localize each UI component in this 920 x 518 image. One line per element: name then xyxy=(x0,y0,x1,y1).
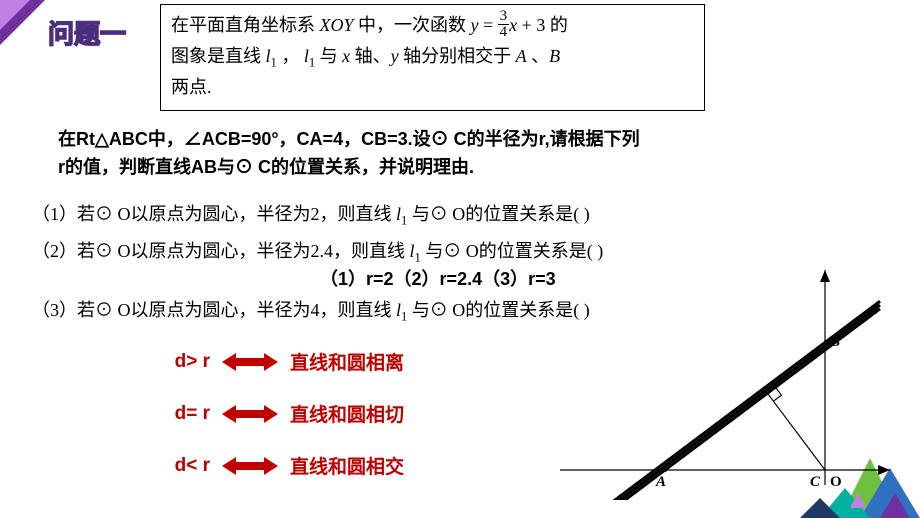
prob-line1-c: 的 xyxy=(545,15,568,35)
eq-plus3: + 3 xyxy=(517,15,545,35)
double-arrow-icon xyxy=(222,403,278,425)
rel2-left: d= r xyxy=(140,403,210,425)
coordinate-graph: A B C O xyxy=(560,270,890,500)
prob-line2-c: 与 xyxy=(315,46,342,66)
point-a: A xyxy=(516,46,527,66)
prob-line2-a: 图象是直线 xyxy=(171,46,266,66)
eq-eq: = xyxy=(479,15,498,35)
problem-box: 在平面直角坐标系 XOY 中，一次函数 y = 34x + 3 的 图象是直线 … xyxy=(160,4,705,111)
rel3-left: d< r xyxy=(140,455,210,477)
rel1-right: 直线和圆相离 xyxy=(290,348,404,375)
q1-b: 与⊙ O的位置关系是( ) xyxy=(407,204,590,224)
graph-label-o: O xyxy=(830,474,842,490)
rt-paragraph: 在Rt△ABC中，∠ACB=90°，CA=4，CB=3.设⊙ C的半径为r,请根… xyxy=(58,126,878,182)
relation-row-2: d= r 直线和圆相切 xyxy=(140,400,404,427)
point-b: B xyxy=(549,46,560,66)
prob-line2-f: 、 xyxy=(527,46,550,66)
question-2: （2）若⊙ O以原点为圆心，半径为2.4，则直线 l1 与⊙ O的位置关系是( … xyxy=(32,237,852,266)
prob-line1-a: 在平面直角坐标系 xyxy=(171,15,320,35)
rel3-right: 直线和圆相交 xyxy=(290,452,404,479)
prob-line2-d: 轴、 xyxy=(350,46,391,66)
q3-a: （3）若⊙ O以原点为圆心，半径为4，则直线 xyxy=(32,300,396,320)
eq-y: y xyxy=(471,15,479,35)
q1-a: （1）若⊙ O以原点为圆心，半径为2，则直线 xyxy=(32,204,396,224)
graph-label-a: A xyxy=(655,474,666,490)
eq-x: x xyxy=(509,15,517,35)
y-axis: y xyxy=(391,46,399,66)
prob-line2-b: ， xyxy=(277,46,304,66)
rt-para-b: r的值，判断直线AB与⊙ C的位置关系，并说明理由. xyxy=(58,154,878,182)
prob-line3: 两点. xyxy=(171,73,694,102)
relation-row-1: d> r 直线和圆相离 xyxy=(140,348,404,375)
problem-title: 问题一 xyxy=(48,14,126,51)
prob-line1-b: 中，一次函数 xyxy=(354,15,471,35)
eq-frac: 34 xyxy=(498,9,510,40)
rel2-right: 直线和圆相切 xyxy=(290,400,404,427)
xoy-label: XOY xyxy=(320,15,354,35)
corner-deco-top xyxy=(0,0,45,45)
q2-a: （2）若⊙ O以原点为圆心，半径为2.4，则直线 xyxy=(32,241,410,261)
q2-b: 与⊙ O的位置关系是( ) xyxy=(421,241,604,261)
prob-line2-e: 轴分别相交于 xyxy=(399,46,516,66)
insert-r-values: （1）r=2（2）r=2.4（3）r=3 xyxy=(320,265,556,291)
graph-label-b: B xyxy=(829,334,840,350)
double-arrow-icon xyxy=(222,351,278,373)
rel1-left: d> r xyxy=(140,351,210,373)
rt-para-a: 在Rt△ABC中，∠ACB=90°，CA=4，CB=3.设⊙ C的半径为r,请根… xyxy=(58,126,878,154)
x-axis: x xyxy=(342,46,350,66)
double-arrow-icon xyxy=(222,455,278,477)
relation-row-3: d< r 直线和圆相交 xyxy=(140,452,404,479)
question-1: （1）若⊙ O以原点为圆心，半径为2，则直线 l1 与⊙ O的位置关系是( ) xyxy=(32,200,852,229)
graph-label-c: C xyxy=(810,474,821,490)
